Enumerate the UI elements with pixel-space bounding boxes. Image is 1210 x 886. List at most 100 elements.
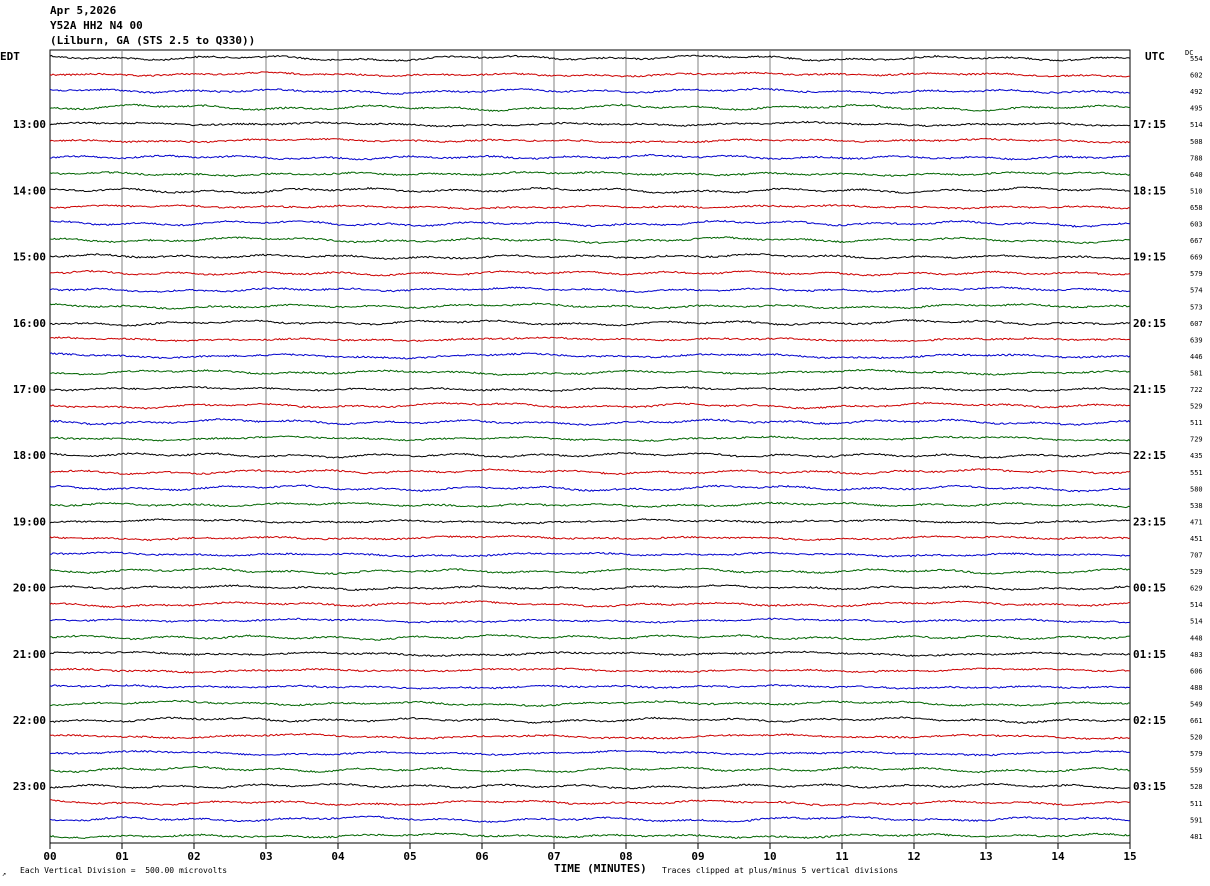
utc-hour-label: 18:15 (1133, 184, 1166, 197)
trace-line (50, 468, 1131, 476)
dc-offset-label: 529 (1190, 403, 1203, 411)
date-label: Apr 5,2026 (50, 4, 117, 17)
trace-line (49, 71, 1130, 78)
corner-arrow-icon: ↗ (2, 870, 7, 878)
dc-offset-label: 511 (1190, 419, 1203, 427)
trace-line (49, 401, 1131, 410)
trace-line (49, 451, 1131, 459)
trace-line (49, 584, 1131, 592)
trace-line (49, 352, 1131, 360)
dc-offset-label: 640 (1190, 171, 1203, 179)
dc-offset-label: 603 (1190, 221, 1203, 229)
trace-line (49, 732, 1131, 741)
trace-line (49, 782, 1131, 790)
dc-offset-label: 528 (1190, 783, 1203, 791)
utc-hour-label: 02:15 (1133, 714, 1166, 727)
location-label: (Lilburn, GA (STS 2.5 to Q330)) (50, 34, 256, 47)
dc-offset-label: 729 (1190, 436, 1203, 444)
edt-hour-label: 21:00 (13, 648, 46, 661)
dc-offset-label: 495 (1190, 105, 1203, 113)
trace-line (49, 650, 1131, 658)
x-tick-label: 01 (115, 850, 129, 863)
right-timezone-label: UTC (1145, 50, 1165, 63)
trace-line (49, 302, 1131, 310)
trace-line (49, 318, 1131, 327)
trace-line (49, 54, 1131, 62)
trace-line (49, 749, 1131, 757)
x-tick-label: 11 (835, 850, 849, 863)
trace-line (49, 600, 1131, 609)
station-label: Y52A HH2 N4 00 (50, 19, 143, 32)
x-axis-title: TIME (MINUTES) (554, 862, 647, 875)
dc-offset-label: 573 (1190, 303, 1203, 311)
edt-hour-label: 22:00 (13, 714, 46, 727)
trace-line (49, 286, 1131, 293)
trace-line (49, 186, 1131, 195)
utc-hour-label: 23:15 (1133, 515, 1166, 528)
trace-line (49, 765, 1131, 774)
dc-offset-label: 591 (1190, 816, 1203, 824)
edt-hour-label: 16:00 (13, 317, 46, 330)
dc-offset-label: 511 (1190, 800, 1203, 808)
dc-offset-label: 446 (1190, 353, 1203, 361)
utc-hour-label: 21:15 (1133, 383, 1166, 396)
edt-hour-label: 15:00 (13, 251, 46, 264)
dc-offset-label: 451 (1190, 535, 1203, 543)
dc-offset-label: 549 (1190, 700, 1203, 708)
x-tick-label: 13 (979, 850, 992, 863)
edt-hour-label: 17:00 (13, 383, 46, 396)
trace-line (50, 633, 1131, 641)
dc-offset-label: 579 (1190, 270, 1203, 278)
trace-line (49, 219, 1131, 228)
edt-hour-label: 23:00 (13, 780, 46, 793)
dc-offset-label: 488 (1190, 684, 1203, 692)
dc-offset-label: 602 (1190, 72, 1203, 80)
edt-hour-label: 14:00 (13, 184, 46, 197)
trace-line (49, 236, 1131, 244)
trace-line (49, 435, 1131, 442)
trace-line (49, 171, 1131, 177)
trace-line (49, 137, 1131, 144)
dc-offset-label: 471 (1190, 518, 1203, 526)
dc-offset-label: 580 (1190, 485, 1203, 493)
x-tick-label: 07 (547, 850, 560, 863)
dc-offset-label: 629 (1190, 585, 1203, 593)
scale-note: Each Vertical Division = 500.00 microvol… (20, 866, 228, 875)
dc-offset-label: 510 (1190, 187, 1203, 195)
dc-offset-label: 448 (1190, 634, 1203, 642)
dc-offset-label: 606 (1190, 667, 1203, 675)
x-tick-label: 06 (475, 850, 489, 863)
trace-line (49, 617, 1131, 624)
dc-offset-label: 538 (1190, 502, 1203, 510)
trace-line (50, 385, 1131, 393)
edt-hour-label: 19:00 (13, 515, 46, 528)
trace-line (50, 204, 1131, 210)
trace-line (49, 120, 1131, 128)
trace-line (49, 567, 1131, 575)
dc-offset-label: 579 (1190, 750, 1203, 758)
x-tick-label: 03 (259, 850, 272, 863)
x-tick-label: 09 (691, 850, 704, 863)
dc-offset-label: 514 (1190, 618, 1203, 626)
trace-line (49, 87, 1131, 95)
trace-line (49, 534, 1131, 542)
dc-offset-label: 492 (1190, 88, 1203, 96)
dc-offset-label: 483 (1190, 651, 1203, 659)
trace-line (49, 253, 1131, 260)
dc-offset-label: 607 (1190, 320, 1203, 328)
utc-hour-label: 00:15 (1133, 582, 1166, 595)
dc-offset-label: 722 (1190, 386, 1203, 394)
dc-offset-label: 514 (1190, 121, 1203, 129)
dc-offset-label: 658 (1190, 204, 1203, 212)
utc-hour-label: 03:15 (1133, 780, 1166, 793)
plot-frame (49, 49, 1131, 844)
dc-offset-label: 788 (1190, 154, 1203, 162)
dc-offset-label: 707 (1190, 552, 1203, 560)
trace-line (49, 484, 1131, 493)
x-tick-label: 08 (619, 850, 632, 863)
x-tick-label: 14 (1051, 850, 1065, 863)
dc-offset-label: 514 (1190, 601, 1203, 609)
utc-hour-label: 22:15 (1133, 449, 1166, 462)
trace-line (49, 153, 1131, 161)
